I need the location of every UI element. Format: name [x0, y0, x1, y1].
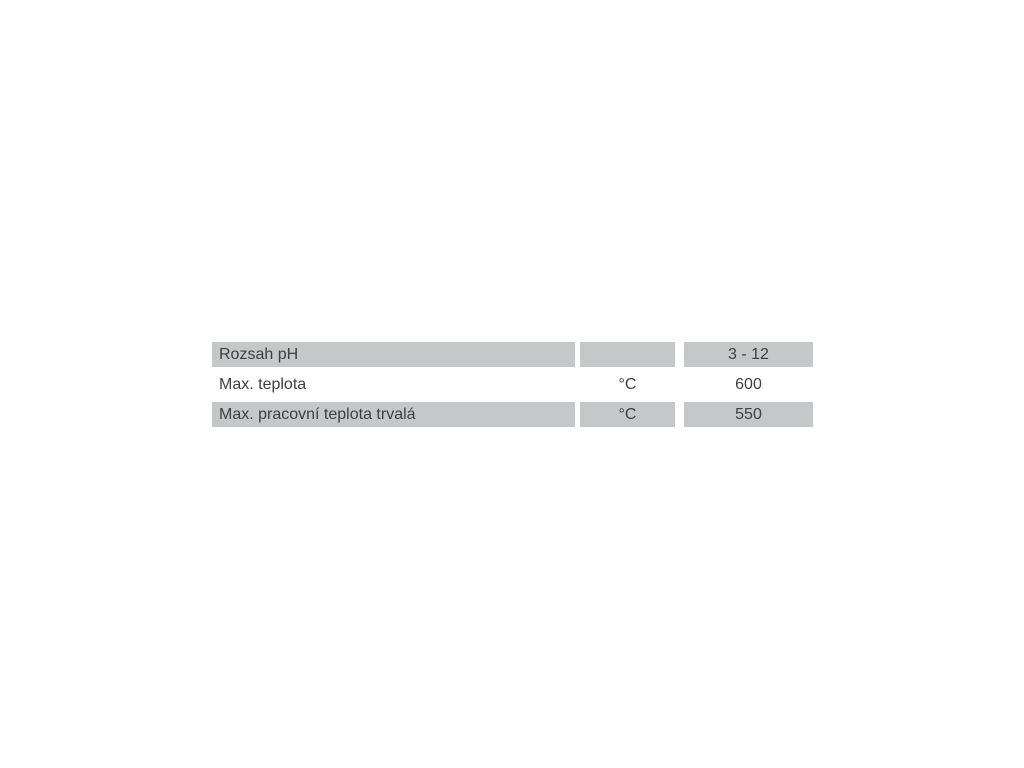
spec-unit: °C [580, 402, 675, 427]
spec-label: Max. pracovní teplota trvalá [212, 402, 575, 427]
table-row: Max. teplota °C 600 [212, 372, 813, 397]
spec-label: Rozsah pH [212, 342, 575, 367]
spec-unit [580, 342, 675, 367]
spec-table: Rozsah pH 3 - 12 Max. teplota °C 600 Max… [212, 342, 813, 427]
spec-value: 600 [735, 375, 762, 393]
spec-label: Max. teplota [219, 375, 307, 393]
spec-value: 3 - 12 [684, 342, 813, 367]
table-row: Max. pracovní teplota trvalá °C 550 [212, 402, 813, 427]
table-row: Rozsah pH 3 - 12 [212, 342, 813, 367]
spec-unit: °C [618, 375, 637, 393]
spec-value: 550 [684, 402, 813, 427]
